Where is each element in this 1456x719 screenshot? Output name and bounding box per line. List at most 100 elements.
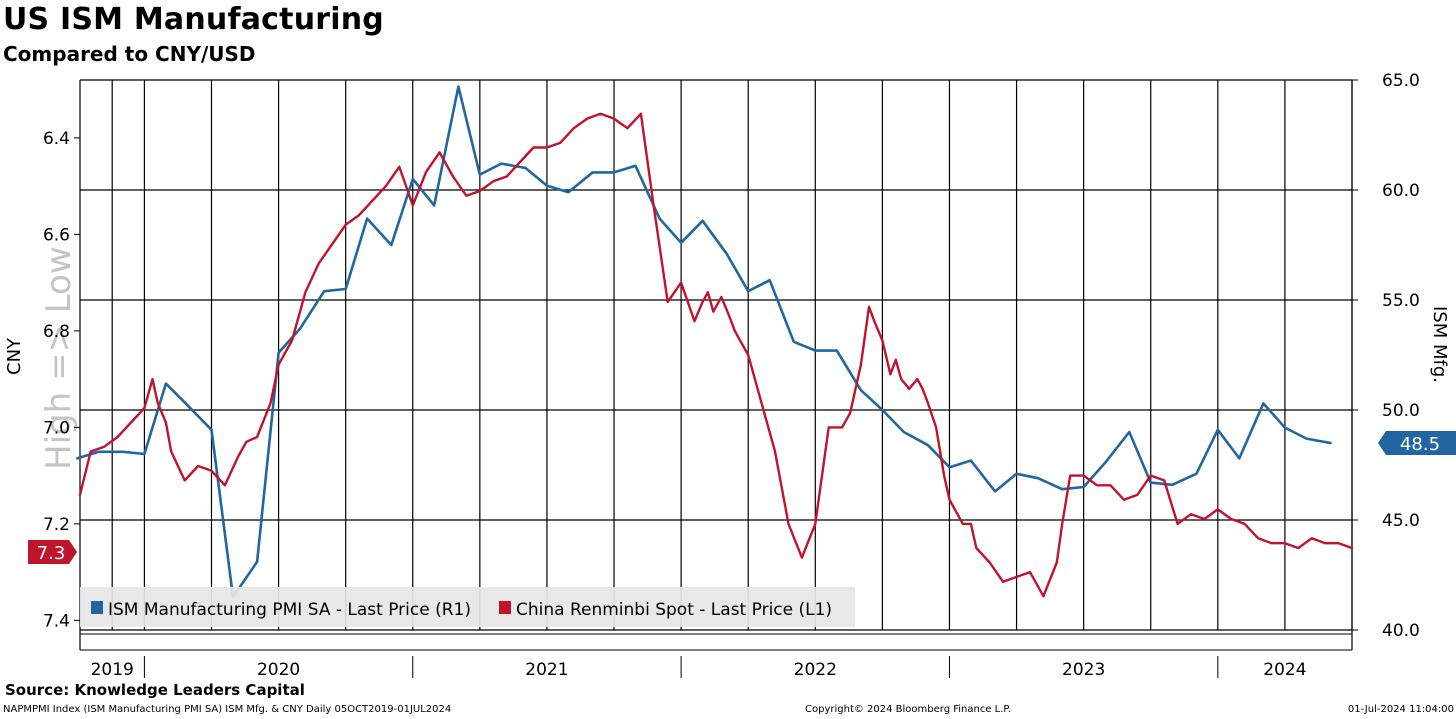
data-point-ism <box>1305 438 1307 440</box>
data-point-cny <box>269 402 272 404</box>
data-point-cny <box>707 291 709 293</box>
data-point-cny <box>103 446 105 448</box>
data-point-cny <box>1284 542 1286 544</box>
data-point-ism <box>98 451 100 453</box>
data-point-cny <box>197 465 199 467</box>
left-axis-label: CNY <box>4 337 25 375</box>
right-axis-label: ISM Mfg. <box>1429 306 1450 383</box>
data-point-cny <box>1324 542 1326 544</box>
legend: ISM Manufacturing PMI SA - Last Price (R… <box>80 587 855 627</box>
right-axis-tick-label: 60.0 <box>1382 181 1420 201</box>
data-point-cny <box>170 450 172 453</box>
data-point-cny <box>1123 499 1125 501</box>
source-note: Source: Knowledge Leaders Capital <box>5 681 305 699</box>
data-point-ism <box>479 174 481 176</box>
cny-last-value-badge <box>28 540 77 564</box>
data-point-cny <box>371 200 374 202</box>
data-point-ism <box>299 328 301 330</box>
data-point-ism <box>927 444 929 446</box>
data-point-ism <box>994 490 996 492</box>
left-axis: 6.4 6.6 6.8 7.0 7.2 7.4 <box>43 129 80 631</box>
data-point-cny <box>304 291 306 293</box>
data-point-ism <box>1217 429 1219 431</box>
data-point-cny <box>1056 561 1058 564</box>
data-point-ism <box>613 171 615 173</box>
data-point-cny <box>245 441 247 443</box>
data-point-cny <box>908 388 910 390</box>
data-point-cny <box>439 151 441 153</box>
data-point-cny <box>922 388 924 390</box>
year-label: 2019 <box>91 660 134 680</box>
data-point-cny <box>1163 479 1165 481</box>
data-point-cny <box>1150 475 1152 477</box>
data-point-cny <box>224 484 226 486</box>
data-point-cny <box>734 330 736 332</box>
data-point-cny <box>693 320 696 322</box>
data-point-cny <box>849 412 851 414</box>
data-point-ism <box>814 350 816 352</box>
data-point-cny <box>828 426 830 428</box>
data-point-cny <box>935 426 937 428</box>
data-point-cny <box>412 204 414 206</box>
left-axis-tick-label: 7.4 <box>43 611 70 631</box>
data-point-cny <box>1230 518 1232 520</box>
data-point-cny <box>237 455 239 457</box>
data-point-cny <box>841 426 843 428</box>
data-point-cny <box>975 547 977 549</box>
data-point-cny <box>358 214 360 216</box>
data-point-cny <box>573 127 575 129</box>
data-point-ism <box>702 220 704 222</box>
data-point-cny <box>1016 576 1018 578</box>
data-point-cny <box>291 339 293 342</box>
left-axis-tick-label: 7.2 <box>43 515 70 535</box>
data-point-ism <box>500 163 502 165</box>
data-point-ism <box>366 218 368 220</box>
legend-background <box>80 587 855 627</box>
data-point-cny <box>1244 523 1246 525</box>
data-point-cny <box>702 301 704 303</box>
right-axis-tick-label: 50.0 <box>1382 401 1420 421</box>
data-point-cny <box>1042 595 1044 597</box>
ism-last-value-label: 48.5 <box>1400 434 1440 455</box>
data-point-ism <box>189 407 191 409</box>
data-point-cny <box>948 499 951 501</box>
data-point-ism <box>860 389 862 391</box>
data-point-ism <box>256 561 258 563</box>
legend-label-ism: ISM Manufacturing PMI SA - Last Price (R… <box>108 600 471 620</box>
data-point-cny <box>1061 523 1063 525</box>
data-point-cny <box>1203 518 1205 520</box>
data-point-cny <box>278 364 280 366</box>
data-point-ism <box>659 218 661 220</box>
year-label: 2021 <box>525 660 568 680</box>
data-point-cny <box>1311 537 1313 539</box>
last-value-labels: 48.5 7.3 <box>28 431 1456 564</box>
data-point-ism <box>970 460 972 462</box>
data-point-cny <box>626 127 629 129</box>
data-point-cny <box>787 523 790 525</box>
data-point-cny <box>559 142 562 144</box>
data-point-ism <box>726 253 728 255</box>
data-point-ism <box>1195 473 1197 475</box>
data-point-ism <box>1016 473 1018 475</box>
bottom-axis: 2019 2020 2021 2022 2023 2024 <box>80 649 1352 680</box>
data-point-cny <box>889 373 892 375</box>
series-line-cny <box>78 112 1354 598</box>
data-point-cny <box>385 185 387 187</box>
data-point-ism <box>567 191 570 193</box>
data-point-ism <box>793 341 795 343</box>
data-point-ism <box>1083 486 1085 488</box>
data-point-ism <box>412 178 414 180</box>
right-axis-tick-label: 40.0 <box>1382 621 1420 641</box>
year-label: 2023 <box>1062 660 1105 680</box>
data-point-ism <box>1262 402 1264 404</box>
data-point-cny <box>425 171 427 173</box>
right-axis-tick-label: 65.0 <box>1382 71 1420 91</box>
data-point-cny <box>79 494 81 496</box>
data-point-ism <box>76 457 78 459</box>
data-point-ism <box>903 431 905 433</box>
data-point-cny <box>1136 494 1138 496</box>
year-label: 2020 <box>257 660 300 680</box>
data-point-cny <box>345 224 347 226</box>
data-point-cny <box>256 436 258 438</box>
data-point-ism <box>634 165 637 167</box>
